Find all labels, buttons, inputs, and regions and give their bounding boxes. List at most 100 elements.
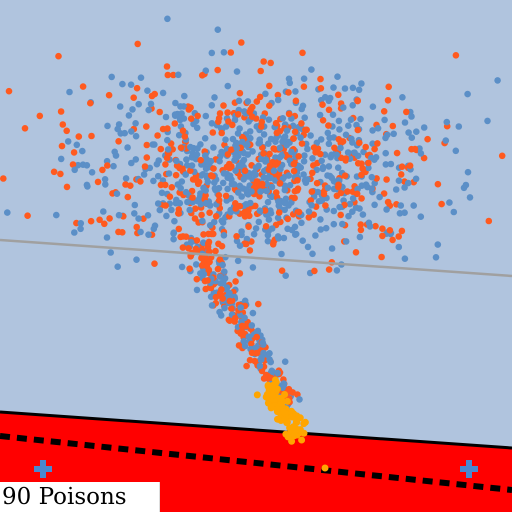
blue-point — [318, 197, 326, 204]
blue-point — [349, 208, 356, 215]
blue-point — [356, 233, 364, 241]
blue-point — [132, 132, 140, 140]
blue-point — [275, 235, 282, 242]
blue-point — [412, 175, 420, 183]
blue-point — [127, 81, 135, 88]
blue-point — [325, 163, 333, 170]
blue-point — [368, 185, 376, 192]
blue-point — [182, 171, 189, 178]
orange-point — [162, 202, 169, 209]
blue-point — [114, 263, 121, 271]
orange-point — [267, 59, 275, 67]
orange-point — [24, 212, 31, 219]
blue-point — [147, 100, 155, 108]
blue-point — [300, 158, 308, 165]
orange-point — [309, 169, 316, 177]
blue-point — [180, 115, 188, 122]
orange-point — [357, 226, 365, 234]
blue-point — [265, 216, 273, 223]
blue-point — [181, 92, 188, 100]
blue-point — [253, 329, 260, 336]
blue-point — [326, 94, 334, 102]
blue-point — [285, 172, 293, 179]
blue-point — [178, 178, 186, 185]
orange-point — [241, 167, 249, 174]
orange-point — [124, 193, 132, 201]
blue-point — [305, 208, 313, 215]
blue-point — [255, 162, 262, 170]
orange-point — [285, 89, 292, 96]
blue-point — [137, 228, 144, 236]
blue-point — [241, 297, 249, 305]
orange-point — [393, 149, 401, 157]
blue-point — [408, 134, 416, 141]
orange-point — [185, 245, 192, 252]
blue-point — [220, 170, 228, 177]
blue-point — [171, 217, 178, 225]
blue-point — [140, 171, 148, 178]
blue-point — [159, 89, 167, 97]
blue-point — [104, 122, 111, 130]
blue-point — [232, 153, 239, 160]
orange-point — [303, 126, 311, 134]
blue-point — [309, 155, 316, 162]
blue-point — [210, 218, 218, 226]
orange-point — [203, 262, 211, 270]
orange-point — [237, 330, 245, 338]
orange-point — [320, 190, 328, 198]
orange-point — [57, 170, 64, 178]
blue-point — [279, 115, 287, 122]
blue-point — [285, 201, 292, 208]
orange-point — [335, 181, 342, 189]
orange-point — [260, 58, 268, 65]
orange-point — [215, 197, 223, 204]
orange-point — [365, 159, 372, 167]
blue-point — [342, 238, 350, 245]
poison-point — [274, 415, 281, 423]
orange-point — [179, 127, 187, 134]
orange-point — [87, 217, 95, 225]
plus-cross-icon — [34, 460, 52, 478]
blue-point — [413, 128, 420, 135]
blue-point — [244, 141, 251, 148]
blue-point — [395, 243, 403, 251]
orange-point — [232, 205, 239, 212]
orange-point — [298, 140, 306, 147]
orange-point — [192, 176, 200, 184]
poison-point — [291, 432, 298, 440]
blue-point — [194, 145, 201, 152]
blue-point — [387, 160, 395, 168]
blue-point — [129, 106, 136, 113]
orange-point — [270, 238, 278, 246]
orange-point — [325, 266, 333, 273]
poison-point — [273, 385, 281, 393]
blue-point — [300, 171, 307, 178]
orange-point — [438, 200, 445, 208]
blue-point — [170, 235, 177, 243]
orange-point — [248, 340, 255, 348]
blue-point — [348, 135, 355, 143]
blue-point — [156, 206, 164, 214]
blue-point — [355, 86, 363, 94]
orange-point — [151, 260, 158, 268]
blue-point — [84, 183, 91, 190]
blue-point — [249, 148, 256, 155]
blue-point — [244, 151, 252, 158]
blue-point — [234, 189, 242, 196]
orange-point — [389, 122, 397, 130]
blue-point — [395, 177, 403, 184]
orange-point — [384, 97, 392, 104]
blue-point — [200, 239, 207, 246]
blue-point — [226, 172, 234, 180]
orange-point — [317, 75, 324, 83]
orange-point — [243, 362, 250, 370]
blue-point — [240, 156, 248, 164]
blue-point — [349, 195, 357, 202]
orange-point — [317, 85, 325, 92]
orange-point — [260, 150, 267, 157]
orange-point — [163, 154, 171, 162]
orange-point — [164, 125, 171, 132]
orange-point — [164, 71, 172, 79]
orange-point — [216, 110, 224, 117]
orange-point — [246, 247, 254, 254]
